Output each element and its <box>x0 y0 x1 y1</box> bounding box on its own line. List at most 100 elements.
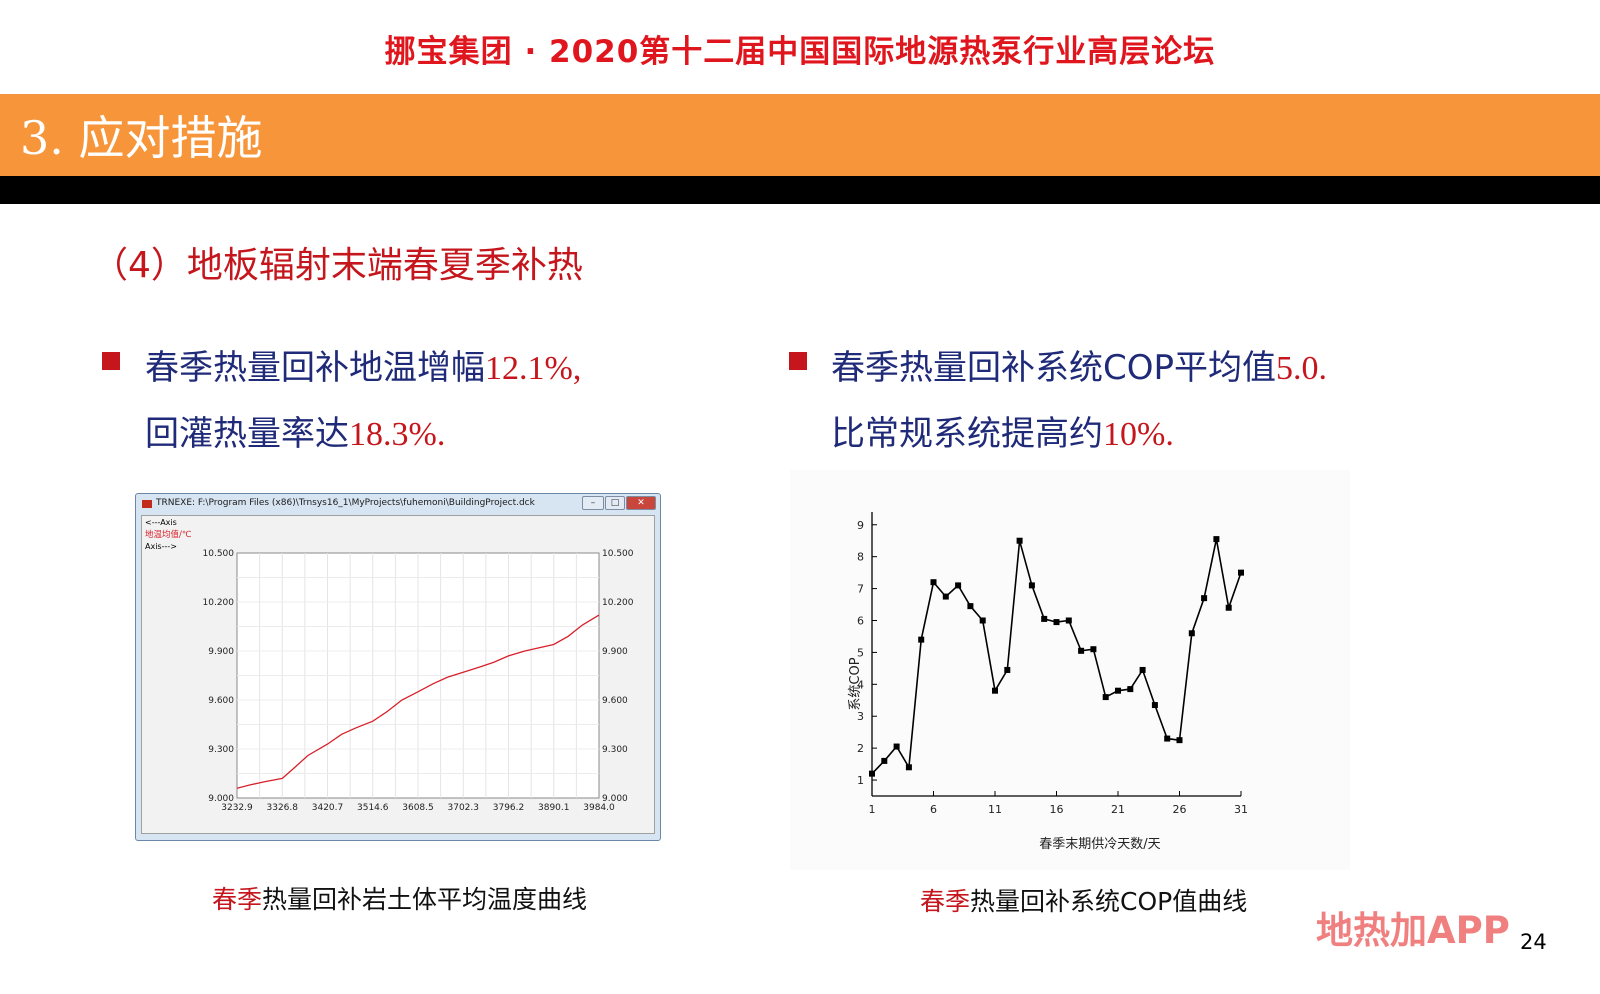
cop-marker <box>1238 569 1244 576</box>
y-tick-label-right: 9.900 <box>602 647 628 657</box>
x-tick-label: 3232.9 <box>221 803 253 813</box>
minimize-button[interactable]: – <box>582 496 604 510</box>
y-tick-label-left: 9.000 <box>208 794 234 804</box>
caption-text: 热量回补系统COP值曲线 <box>970 887 1248 916</box>
cop-marker <box>1065 617 1072 624</box>
temperature-line <box>236 614 600 789</box>
left-bullet-value-2: 18.3%. <box>349 416 446 453</box>
cop-marker <box>1115 687 1121 694</box>
bullet-square-icon <box>789 352 807 370</box>
caption-highlight: 春季 <box>920 887 971 916</box>
section-banner: 3. 应对措施 <box>0 94 1600 176</box>
left-bullet-line2: 回灌热量率达18.3%. <box>145 406 445 455</box>
y-axis-label: 系统COP <box>848 657 863 710</box>
cop-marker <box>1028 582 1035 589</box>
section-title: 3. 应对措施 <box>20 111 263 165</box>
cop-marker <box>967 603 974 610</box>
cop-marker <box>1201 595 1208 602</box>
cop-marker <box>1004 666 1011 673</box>
y-tick-label-right: 9.000 <box>602 794 628 804</box>
right-bullet-value-2: 10%. <box>1103 416 1174 453</box>
forum-title: 挪宝集团 · 2020第十二届中国国际地源热泵行业高层论坛 <box>384 34 1216 70</box>
cop-marker <box>905 764 912 771</box>
cop-marker <box>1127 686 1134 693</box>
y-tick-label: 8 <box>857 551 864 564</box>
x-tick-label: 3326.8 <box>267 803 299 813</box>
right-bullet-value-1: 5.0. <box>1276 350 1328 387</box>
left-bullet-text-2: 回灌热量率达 <box>145 414 349 454</box>
maximize-button[interactable]: □ <box>605 496 625 510</box>
x-tick-label: 21 <box>1111 803 1125 816</box>
y-tick-label-left: 10.500 <box>203 549 235 559</box>
cop-marker <box>979 617 986 624</box>
y-tick-label-right: 10.500 <box>602 549 634 559</box>
y-tick-label-right: 10.200 <box>602 598 634 608</box>
chart-background <box>790 470 1350 870</box>
x-tick-label: 1 <box>869 803 876 816</box>
cop-marker <box>881 757 888 764</box>
cop-markers <box>869 536 1244 777</box>
left-bullet-line1: 春季热量回补地温增幅12.1%, <box>145 340 581 389</box>
y-tick-label-left: 9.900 <box>208 647 234 657</box>
trnsys-logo-icon <box>142 500 152 508</box>
x-tick-label: 3796.2 <box>493 803 525 813</box>
cop-marker <box>1213 536 1220 543</box>
slide-subtitle: （4）地板辐射末端春夏季补热 <box>92 245 583 286</box>
right-bullet-text-2: 比常规系统提高约 <box>831 414 1103 454</box>
right-bullet-line1: 春季热量回补系统COP平均值5.0. <box>831 340 1327 389</box>
cop-marker <box>1041 615 1048 622</box>
series-label: 地温均值/℃ <box>145 529 192 540</box>
bullet-square-icon <box>102 352 120 370</box>
page-number: 24 <box>1520 930 1547 954</box>
y-tick-label-left: 9.300 <box>208 745 234 755</box>
x-tick-label: 6 <box>930 803 937 816</box>
x-tick-label: 3420.7 <box>312 803 344 813</box>
y-tick-label: 2 <box>857 742 864 755</box>
x-axis-label: 春季末期供冷天数/天 <box>1039 837 1160 852</box>
cop-marker <box>1164 735 1171 742</box>
cop-marker <box>869 770 875 777</box>
y-tick-label-right: 9.300 <box>602 745 628 755</box>
right-bullet-text-1: 春季热量回补系统COP平均值 <box>831 348 1277 388</box>
cop-marker <box>918 636 925 643</box>
x-tick-label: 3702.3 <box>448 803 480 813</box>
caption-text: 热量回补岩土体平均温度曲线 <box>262 885 588 914</box>
left-bullet-text-1: 春季热量回补地温增幅 <box>145 348 485 388</box>
x-tick-label: 26 <box>1173 803 1187 816</box>
right-chart-caption: 春季热量回补系统COP值曲线 <box>920 882 1247 918</box>
close-button[interactable]: ✕ <box>626 496 656 510</box>
x-tick-label: 16 <box>1050 803 1064 816</box>
x-tick-label: 31 <box>1234 803 1248 816</box>
cop-marker <box>1016 537 1023 544</box>
cop-marker <box>1053 619 1060 626</box>
x-tick-label: 3890.1 <box>538 803 570 813</box>
cop-marker <box>1225 604 1232 611</box>
y-tick-label: 3 <box>857 710 864 723</box>
y-tick-label-left: 9.600 <box>208 696 234 706</box>
y-tick-label-left: 10.200 <box>203 598 235 608</box>
grid-lines <box>237 553 599 798</box>
x-tick-label: 3608.5 <box>402 803 434 813</box>
left-axis-label: <---Axis <box>145 518 177 527</box>
y-tick-label: 7 <box>857 583 864 596</box>
window-title: TRNEXE: F:\Program Files (x86)\Trnsys16_… <box>156 498 535 508</box>
trnexe-window: TRNEXE: F:\Program Files (x86)\Trnsys16_… <box>135 493 661 841</box>
x-tick-label: 3514.6 <box>357 803 389 813</box>
cop-marker <box>1188 630 1195 637</box>
x-tick-label: 11 <box>988 803 1002 816</box>
cop-marker <box>1102 694 1109 701</box>
right-axis-label: Axis---> <box>145 542 177 551</box>
cop-marker <box>1176 737 1183 744</box>
cop-marker <box>942 593 949 600</box>
cop-marker <box>930 579 937 586</box>
caption-highlight: 春季 <box>212 885 263 914</box>
cop-marker <box>1078 647 1085 654</box>
y-tick-label: 1 <box>857 774 864 787</box>
cop-marker <box>1090 646 1097 653</box>
y-tick-label: 5 <box>857 646 864 659</box>
cop-marker <box>893 743 900 750</box>
y-tick-label: 9 <box>857 519 864 532</box>
section-divider <box>0 176 1600 204</box>
